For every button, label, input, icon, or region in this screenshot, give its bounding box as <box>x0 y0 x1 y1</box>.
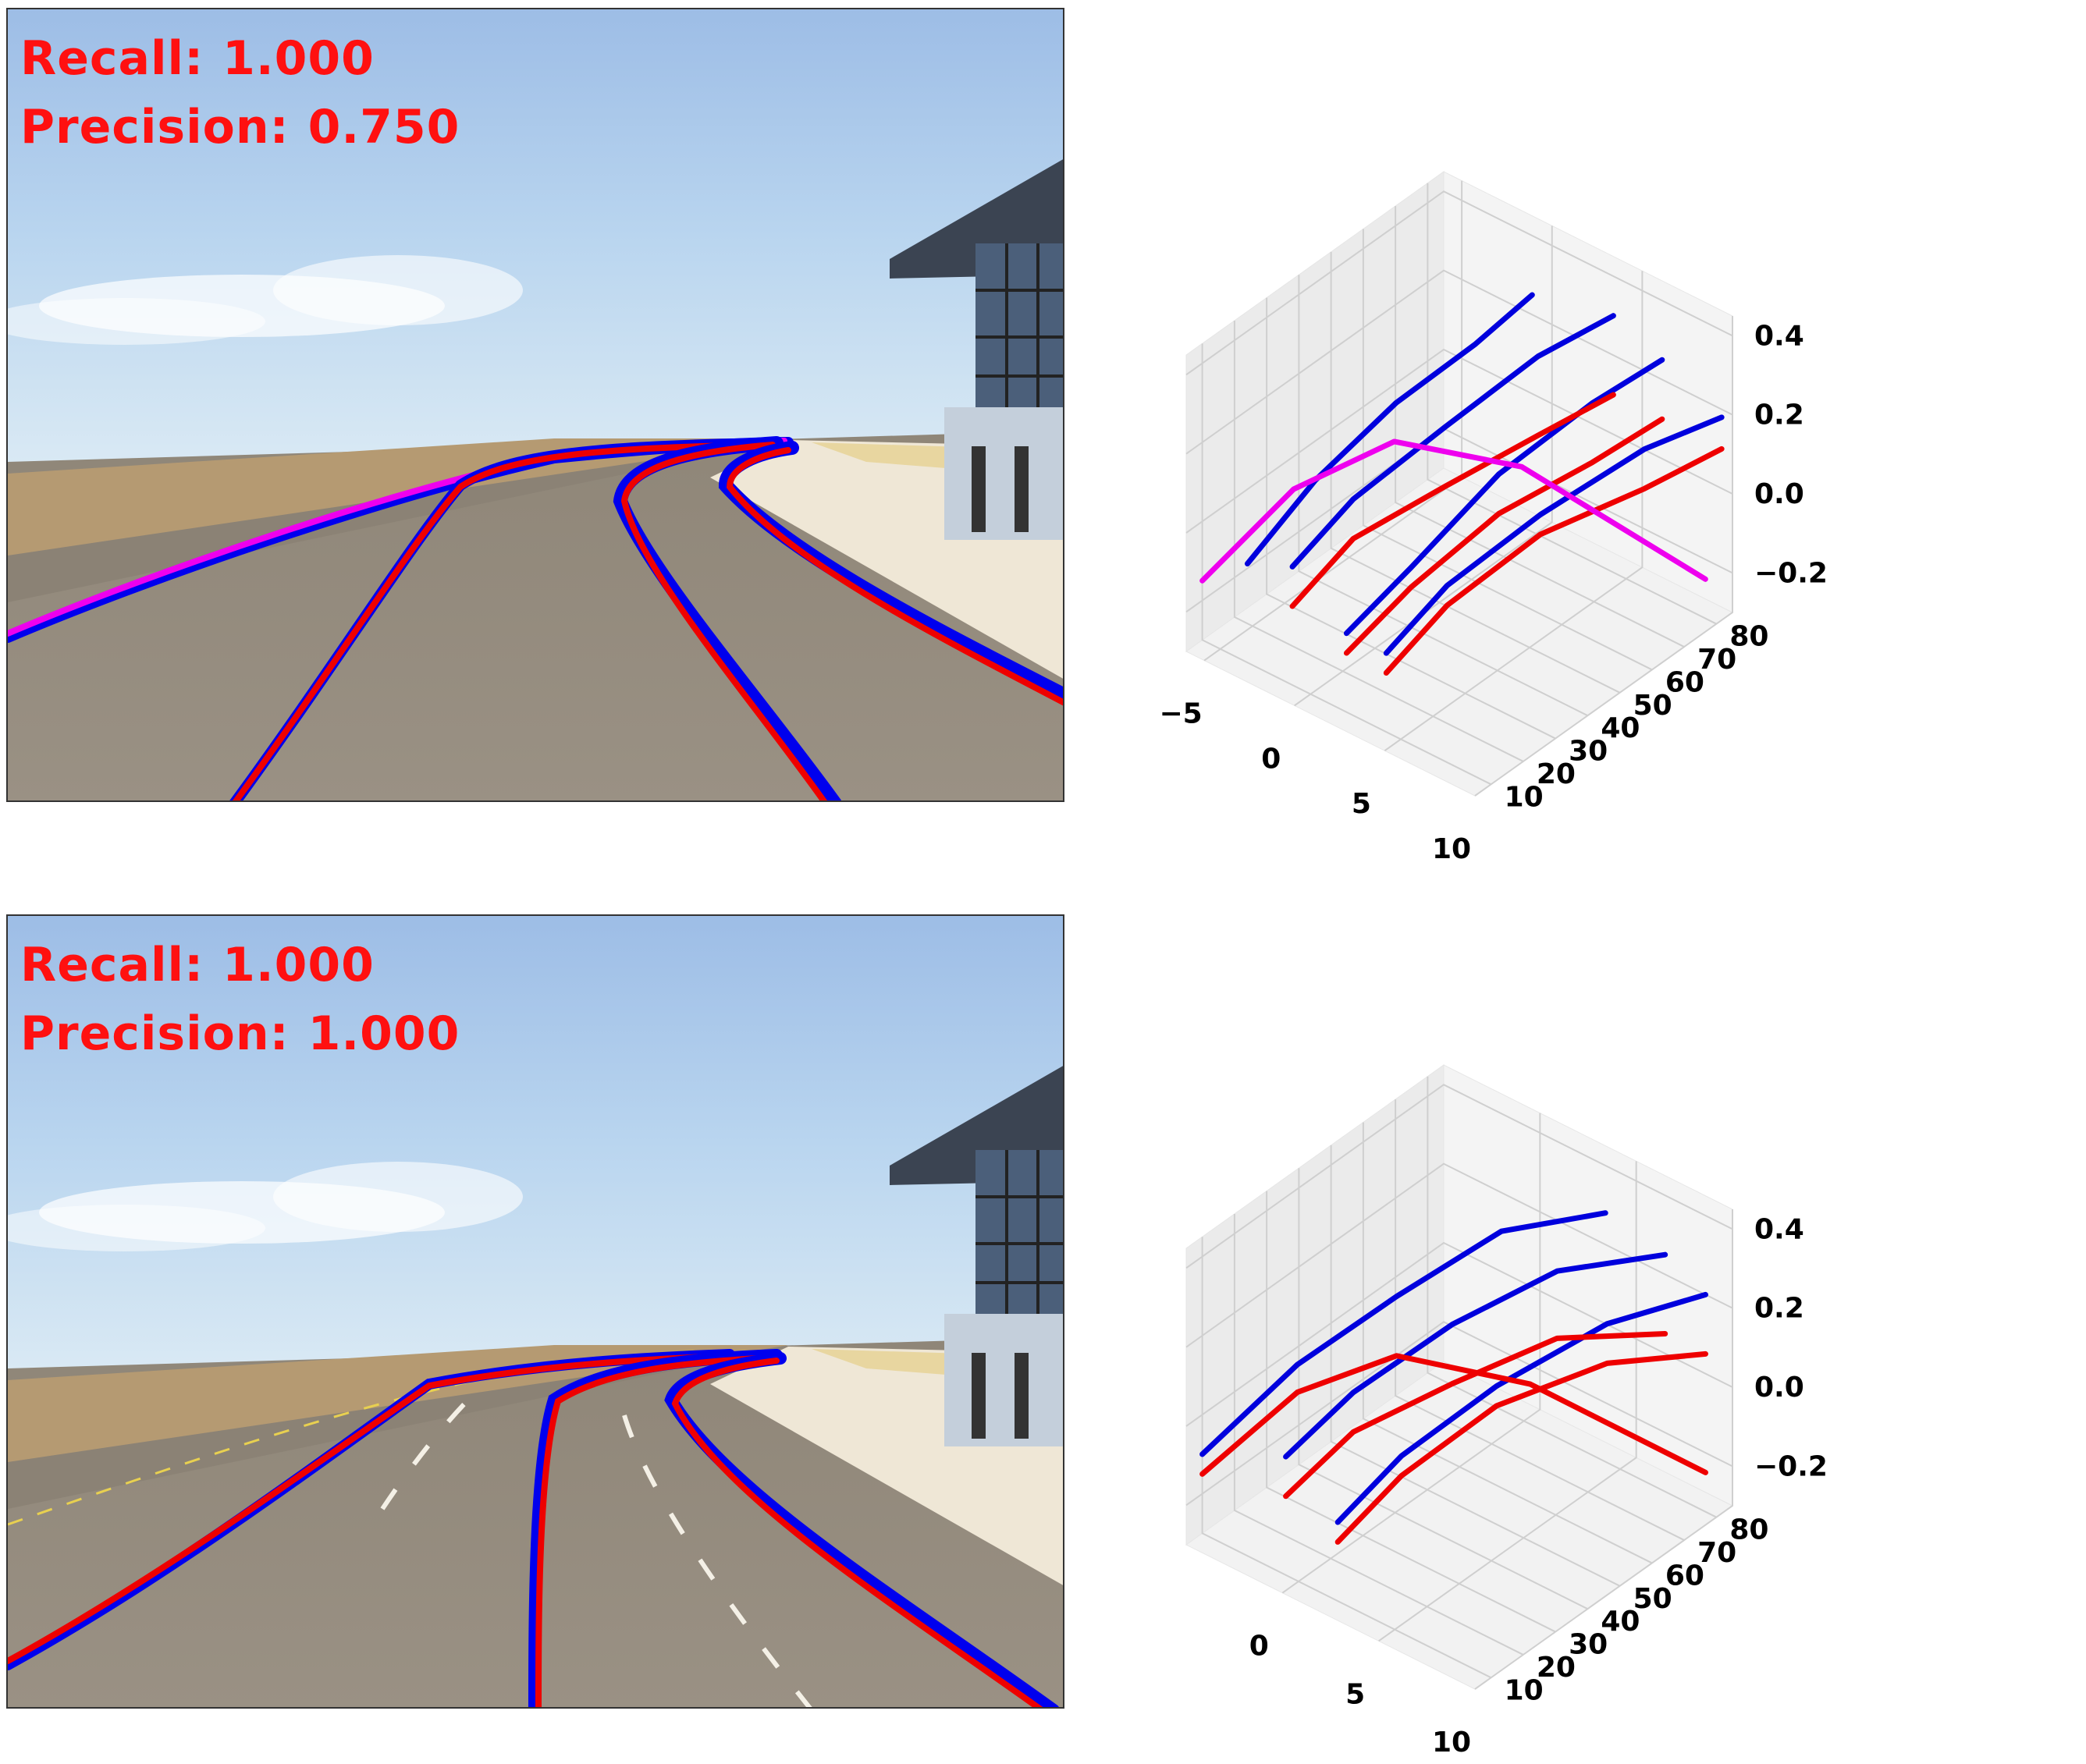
precision-label: Precision: <box>20 1006 290 1061</box>
y-tick-label: 30 <box>1569 736 1608 768</box>
lane-line-red <box>1283 1331 1668 1500</box>
z-tick-label: 0.0 <box>1754 478 1804 510</box>
recall-value: 1.000 <box>222 31 375 86</box>
z-gridline <box>1185 190 1733 376</box>
lane-line-blue <box>1383 414 1725 656</box>
x-tick-label: 5 <box>1352 788 1371 820</box>
z-gridline <box>1185 269 1733 455</box>
recall-metric: Recall: 1.000 <box>20 31 375 86</box>
lane-line-magenta <box>1199 438 1708 584</box>
lane-line-blue <box>1283 1251 1668 1460</box>
lane-line-blue <box>1244 292 1535 567</box>
camera-view-top: Recall: 1.000 Precision: 0.750 <box>6 8 1064 802</box>
y-tick-label: 50 <box>1633 690 1672 722</box>
y-tick-label: 50 <box>1633 1583 1672 1615</box>
z-tick-label: −0.2 <box>1754 1450 1828 1482</box>
y-tick-label: 60 <box>1665 666 1704 698</box>
lane-line-blue <box>1343 357 1665 637</box>
precision-label: Precision: <box>20 100 290 154</box>
z-tick-label: 0.4 <box>1754 320 1804 352</box>
lane-line-blue <box>1289 313 1616 570</box>
lane-line-blue <box>1199 1210 1608 1457</box>
lane-line-red <box>1343 416 1665 656</box>
y-tick-label: 40 <box>1601 712 1640 744</box>
z-tick-label: −0.2 <box>1754 557 1828 589</box>
z-gridline <box>1185 1321 1733 1507</box>
z-tick-label: 0.4 <box>1754 1213 1804 1245</box>
x-tick-label: 0 <box>1249 1631 1269 1663</box>
camera-scene-top <box>8 9 1063 800</box>
lane-line-red <box>1334 1351 1708 1545</box>
y-tick-label: 20 <box>1537 758 1576 790</box>
y-tick-label: 80 <box>1729 1514 1768 1546</box>
z-tick-label: 0.2 <box>1754 399 1804 431</box>
lane-line-blue <box>1334 1291 1708 1525</box>
precision-metric: Precision: 1.000 <box>20 1006 460 1061</box>
y-tick-label: 70 <box>1697 644 1736 676</box>
series-group <box>1199 292 1725 676</box>
recall-label: Recall: <box>20 31 204 86</box>
camera-view-bottom: Recall: 1.000 Precision: 1.000 <box>6 914 1064 1709</box>
series-group <box>1199 1210 1708 1545</box>
lane-3d-plot-bottom: 0 5 10 10 20 30 40 50 60 70 80 −0.2 0.0 0.2 0.4 <box>1124 905 2086 1761</box>
z-gridline <box>1185 1084 1733 1269</box>
z-tick-label: 0.0 <box>1754 1372 1804 1404</box>
z-gridline <box>1185 1241 1733 1427</box>
lane-3d-plot-top: −5 0 5 10 10 20 30 40 50 60 70 80 −0.2 0.0 0.2 0.4 <box>1124 0 2086 889</box>
x-tick-label: 5 <box>1345 1678 1365 1710</box>
recall-metric: Recall: 1.000 <box>20 938 375 992</box>
x-tick-label: 10 <box>1432 833 1471 865</box>
y-tick-label: 10 <box>1505 1674 1544 1706</box>
z-tick-label: 0.2 <box>1754 1293 1804 1325</box>
y-tick-label: 70 <box>1697 1537 1736 1569</box>
precision-metric: Precision: 0.750 <box>20 100 460 154</box>
x-tick-label: 10 <box>1432 1727 1471 1759</box>
x-tick-label: 0 <box>1261 743 1281 775</box>
lane-line-red <box>1199 1353 1708 1477</box>
y-tick-label: 10 <box>1505 781 1544 813</box>
recall-value: 1.000 <box>222 938 375 992</box>
precision-value: 1.000 <box>307 1006 460 1061</box>
y-tick-label: 40 <box>1601 1606 1640 1638</box>
x-tick-label: −5 <box>1160 698 1203 730</box>
y-tick-label: 80 <box>1729 621 1768 653</box>
y-tick-label: 20 <box>1537 1652 1576 1684</box>
recall-label: Recall: <box>20 938 204 992</box>
lane-line-red <box>1289 392 1616 609</box>
camera-scene-bottom <box>8 916 1063 1707</box>
precision-value: 0.750 <box>307 100 460 154</box>
z-gridline <box>1185 348 1733 534</box>
y-tick-label: 60 <box>1665 1560 1704 1592</box>
y-tick-label: 30 <box>1569 1629 1608 1661</box>
gridlines <box>1185 1076 1733 1690</box>
lane-line-red <box>1383 445 1725 676</box>
